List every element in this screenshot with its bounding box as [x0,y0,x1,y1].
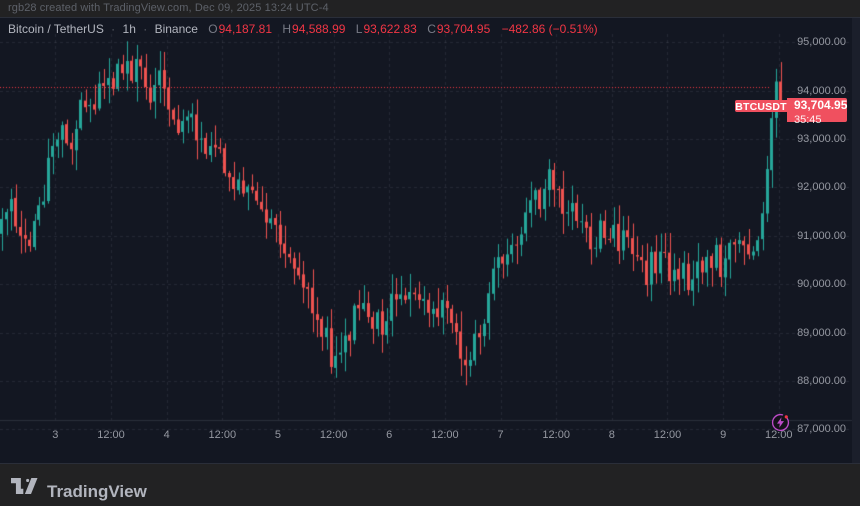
svg-text:TradingView: TradingView [47,482,148,501]
